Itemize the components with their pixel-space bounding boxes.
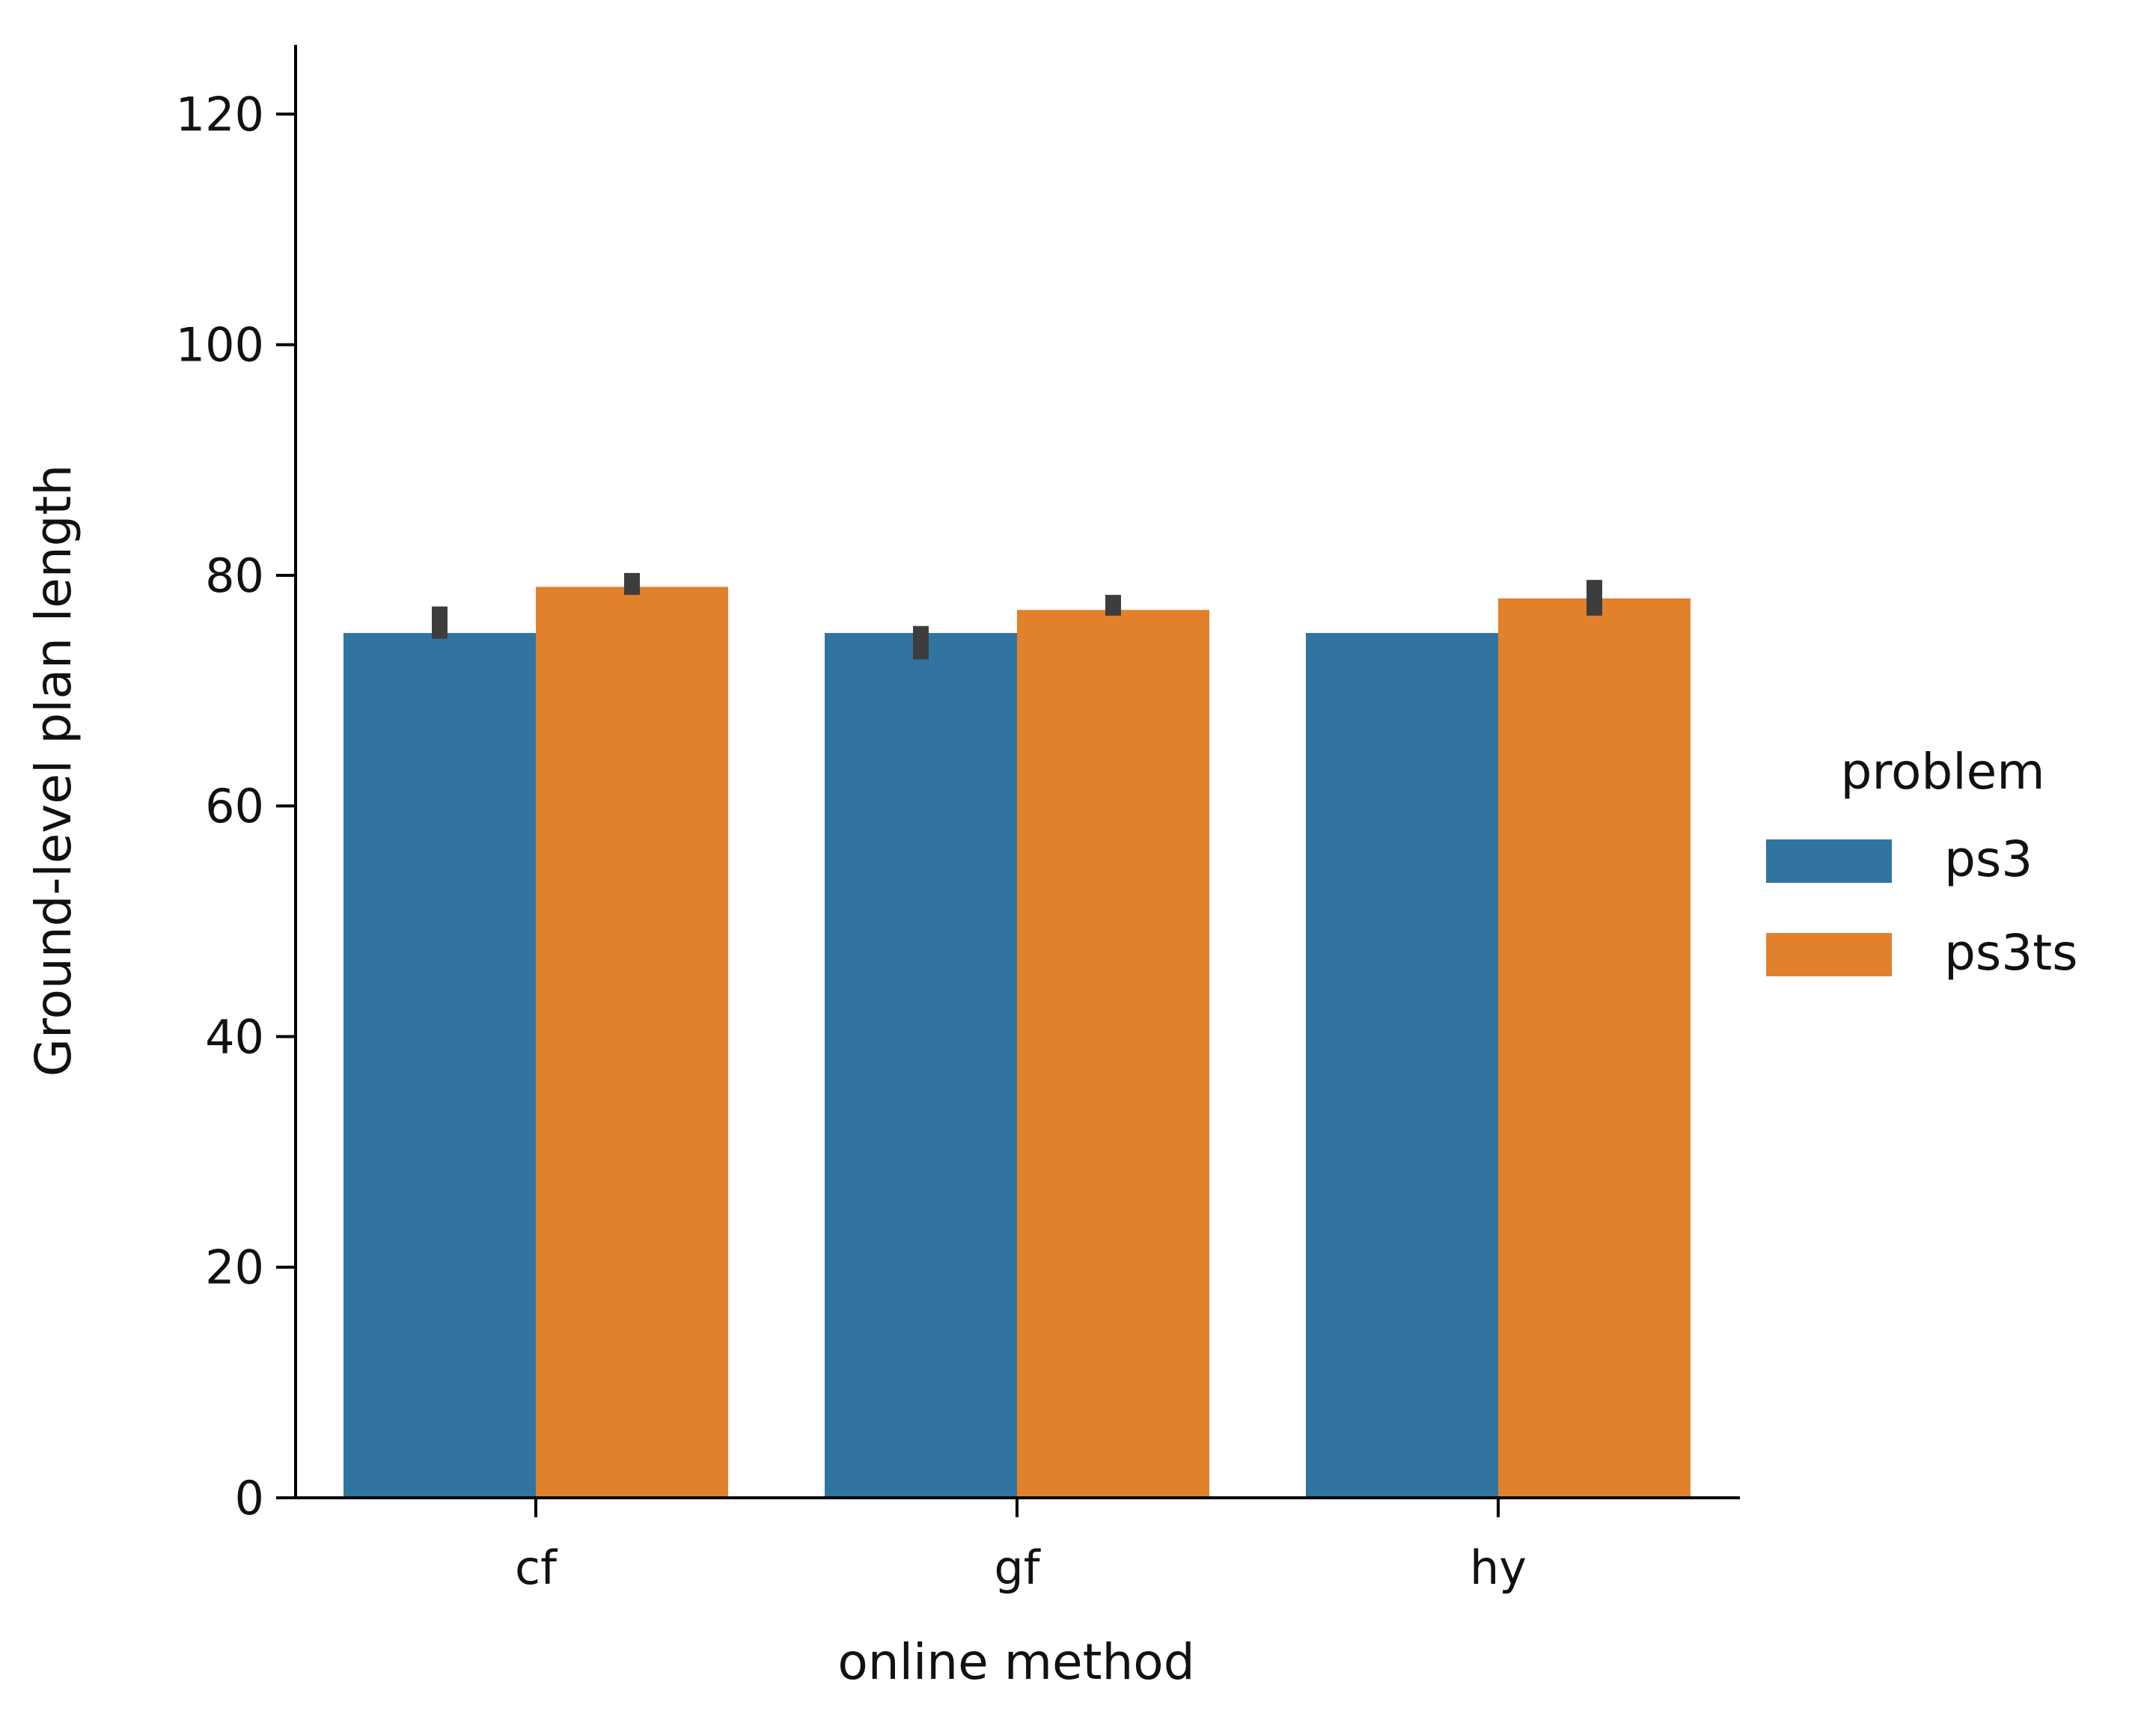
legend-title: problem — [1840, 743, 2044, 801]
x-tick-label-cf: cf — [515, 1540, 558, 1595]
y-tick-label-20: 20 — [205, 1240, 264, 1295]
bar-ps3-cf — [343, 633, 536, 1498]
bar-ps3ts-hy — [1498, 598, 1691, 1498]
y-tick-label-80: 80 — [205, 548, 264, 603]
x-tick-label-gf: gf — [994, 1540, 1041, 1595]
legend: problem ps3 ps3ts — [1766, 743, 2078, 982]
bar-ps3-gf — [825, 633, 1017, 1498]
y-tick-label-40: 40 — [205, 1009, 264, 1064]
y-tick-label-100: 100 — [176, 318, 264, 373]
y-tick-label-60: 60 — [205, 779, 264, 833]
bar-ps3-hy — [1306, 633, 1498, 1498]
x-tick-label-hy: hy — [1470, 1540, 1527, 1595]
bars-layer — [343, 587, 1691, 1499]
legend-items: ps3 ps3ts — [1766, 830, 2078, 982]
y-tick-label-0: 0 — [235, 1471, 264, 1525]
legend-swatch-ps3ts — [1766, 933, 1892, 976]
legend-label-ps3ts: ps3ts — [1944, 924, 2078, 982]
y-axis-label: Ground-level plan length — [25, 465, 82, 1077]
legend-label-ps3: ps3 — [1944, 830, 2033, 888]
error-bars-layer — [432, 572, 1602, 660]
x-axis-label: online method — [837, 1633, 1194, 1691]
legend-swatch-ps3 — [1766, 839, 1892, 883]
ticks-layer: 0 20 40 60 80 100 120 cf gf hy — [176, 87, 1527, 1595]
bar-ps3ts-gf — [1017, 610, 1209, 1499]
y-tick-label-120: 120 — [176, 87, 264, 141]
bar-ps3ts-cf — [536, 587, 728, 1498]
